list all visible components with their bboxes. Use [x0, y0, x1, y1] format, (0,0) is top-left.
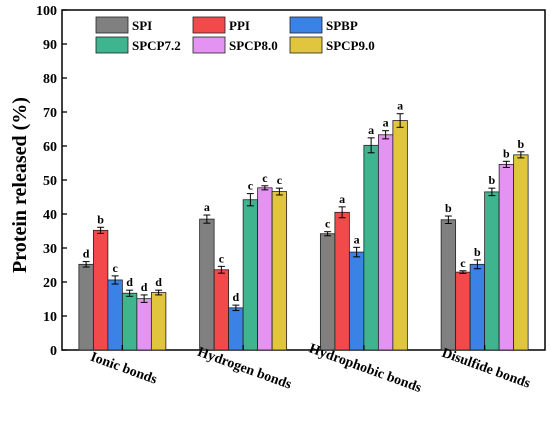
- significance-letter: b: [97, 212, 104, 226]
- significance-letter: c: [277, 173, 283, 187]
- legend-label: SPCP7.2: [132, 38, 181, 53]
- bar-spi-1: [199, 218, 215, 351]
- bar-ppi-0: [92, 229, 109, 351]
- y-tick-label: 20: [43, 276, 57, 291]
- legend-swatch: [192, 36, 226, 54]
- significance-letter: b: [489, 173, 496, 187]
- significance-letter: c: [325, 217, 331, 231]
- bar-spcp80-0: [136, 298, 152, 351]
- legend-label: SPBP: [326, 18, 358, 33]
- legend-swatch: [192, 16, 226, 34]
- bar-spi-3: [440, 219, 457, 351]
- bar-spbp-2: [348, 251, 365, 351]
- bar-spbp-3: [469, 263, 486, 351]
- significance-letter: d: [233, 290, 240, 304]
- bar-spcp90-2: [392, 120, 408, 351]
- legend-swatch: [95, 16, 129, 34]
- legend-label: SPI: [132, 18, 152, 33]
- bar-spcp90-1: [271, 191, 288, 351]
- y-tick-label: 90: [43, 38, 57, 53]
- bar-ppi-1: [213, 269, 230, 351]
- significance-letter: a: [354, 232, 360, 246]
- bar-spcp80-2: [377, 134, 394, 351]
- legend-swatch: [289, 36, 323, 54]
- legend-label: SPCP8.0: [229, 38, 278, 53]
- legend-label: PPI: [229, 18, 250, 33]
- bar-spcp72-1: [242, 199, 259, 351]
- legend-label: SPCP9.0: [326, 38, 375, 53]
- significance-letter: b: [445, 201, 452, 215]
- significance-letter: a: [397, 99, 403, 113]
- significance-letter: d: [155, 275, 162, 289]
- significance-letter: c: [248, 179, 254, 193]
- significance-letter: b: [503, 146, 510, 160]
- x-category-label: Hydrogen bonds: [195, 345, 294, 393]
- significance-letter: a: [339, 192, 345, 206]
- y-tick-label: 100: [36, 4, 57, 19]
- y-tick-label: 0: [50, 344, 57, 359]
- significance-letter: a: [204, 200, 210, 214]
- significance-letter: b: [474, 245, 481, 259]
- legend-swatch: [289, 16, 323, 34]
- significance-letter: c: [112, 261, 118, 275]
- y-tick-label: 50: [43, 174, 57, 189]
- bar-spbp-0: [107, 279, 123, 351]
- bar-spcp72-0: [121, 292, 138, 351]
- bar-ppi-3: [455, 271, 471, 351]
- y-tick-label: 60: [43, 140, 57, 155]
- bar-ppi-2: [334, 211, 350, 351]
- significance-letter: d: [141, 280, 148, 294]
- bar-spcp80-1: [257, 187, 273, 351]
- y-axis-title: Protein released (%): [9, 97, 31, 273]
- significance-letter: c: [460, 256, 466, 270]
- significance-letter: a: [383, 116, 389, 130]
- bar-spi-0: [78, 263, 94, 351]
- legend-swatch: [95, 36, 129, 54]
- bar-spcp90-0: [150, 292, 167, 351]
- significance-letter: b: [518, 137, 525, 151]
- bar-spcp80-3: [498, 163, 515, 351]
- significance-letter: d: [83, 247, 90, 261]
- bar-spcp72-3: [484, 191, 500, 351]
- significance-letter: c: [262, 171, 268, 185]
- bar-spcp72-2: [363, 144, 379, 351]
- x-category-label: Ionic bonds: [88, 350, 159, 388]
- bar-spcp90-3: [513, 154, 529, 351]
- significance-letter: c: [219, 251, 225, 265]
- y-tick-label: 30: [43, 242, 57, 257]
- bar-spi-2: [319, 233, 336, 351]
- significance-letter: a: [368, 123, 374, 137]
- y-tick-label: 40: [43, 208, 57, 223]
- bar-spbp-1: [228, 307, 244, 351]
- significance-letter: d: [126, 275, 133, 289]
- y-tick-label: 80: [43, 72, 57, 87]
- y-tick-label: 10: [43, 310, 57, 325]
- x-category-label: Disulfide bonds: [440, 346, 533, 392]
- y-tick-label: 70: [43, 106, 57, 121]
